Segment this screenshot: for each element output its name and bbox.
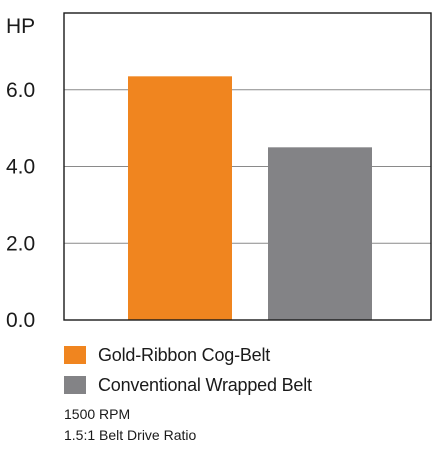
chart-notes: 1500 RPM 1.5:1 Belt Drive Ratio [64,404,196,446]
note-rpm: 1500 RPM [64,406,131,422]
y-tick-labels: 0.0 2.0 4.0 6.0 [6,79,35,332]
plot-frame [63,12,432,321]
bar-gold-ribbon [128,76,232,320]
legend-label-conventional: Conventional Wrapped Belt [98,374,312,395]
legend-item-conventional: Conventional Wrapped Belt [64,370,312,400]
legend-swatch-conventional [64,376,86,394]
y-tick-label: 2.0 [6,232,35,255]
y-tick-label: 4.0 [6,156,35,179]
legend-label-gold-ribbon: Gold-Ribbon Cog-Belt [98,344,271,365]
note-drive-ratio: 1.5:1 Belt Drive Ratio [64,427,197,443]
bars [128,76,372,320]
axes [63,12,432,321]
y-axis-label: HP [6,15,35,38]
bar-chart: 0.0 2.0 4.0 6.0 HP [6,12,432,332]
y-tick-label: 6.0 [6,79,35,102]
legend-swatch-gold-ribbon [64,346,86,364]
y-tick-label: 0.0 [6,309,35,332]
bar-conventional [268,147,372,320]
legend: Gold-Ribbon Cog-Belt Conventional Wrappe… [64,340,312,400]
gridlines [64,89,431,244]
legend-item-gold-ribbon: Gold-Ribbon Cog-Belt [64,340,312,370]
